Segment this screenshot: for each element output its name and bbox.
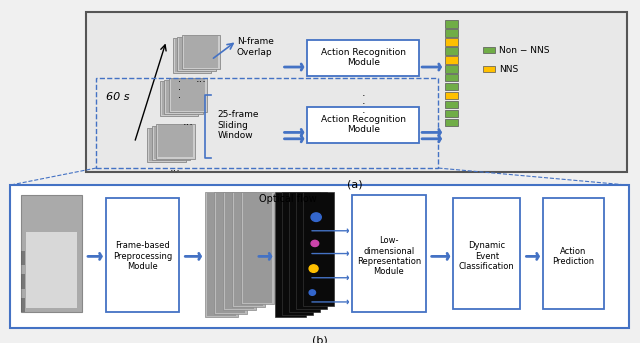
Bar	[307, 40, 419, 76]
Bar	[483, 47, 495, 53]
Bar	[166, 81, 201, 113]
Ellipse shape	[311, 213, 321, 222]
Bar	[445, 109, 458, 117]
Bar	[241, 192, 274, 304]
Bar	[445, 100, 458, 108]
Bar	[26, 232, 77, 308]
Text: 25-frame
Sliding
Window: 25-frame Sliding Window	[218, 110, 259, 140]
Bar	[483, 66, 495, 72]
Bar	[21, 274, 25, 289]
Bar	[307, 107, 419, 143]
Text: ...: ...	[196, 74, 206, 84]
Bar	[445, 83, 458, 90]
Text: Action Recognition
Module: Action Recognition Module	[321, 115, 406, 134]
Bar	[86, 12, 627, 171]
Bar	[162, 82, 196, 115]
Bar	[445, 118, 458, 126]
Bar	[216, 193, 245, 313]
Bar	[207, 193, 236, 316]
Bar	[445, 38, 458, 46]
Bar	[289, 192, 320, 312]
Text: Low-
dimensional
Representation
Module: Low- dimensional Representation Module	[356, 236, 421, 276]
Text: ...: ...	[183, 117, 193, 127]
Text: ...: ...	[170, 163, 180, 173]
Ellipse shape	[309, 265, 318, 272]
Text: N-frame
Overlap: N-frame Overlap	[237, 37, 274, 57]
Text: 60 s: 60 s	[106, 92, 129, 102]
Bar	[275, 192, 306, 317]
Text: .
.
.: . . .	[178, 73, 180, 100]
Bar	[445, 47, 458, 55]
Bar	[445, 65, 458, 72]
Bar	[303, 192, 334, 306]
Bar	[232, 192, 265, 307]
Bar	[445, 74, 458, 81]
Bar	[445, 56, 458, 63]
Bar	[158, 125, 193, 157]
Bar	[243, 193, 272, 303]
Bar	[445, 21, 458, 28]
Text: Action Recognition
Module: Action Recognition Module	[321, 48, 406, 68]
Bar	[177, 37, 216, 71]
Text: NNS: NNS	[499, 65, 518, 74]
Bar	[214, 192, 247, 314]
Bar	[352, 196, 426, 312]
Bar	[543, 198, 604, 309]
Bar	[152, 126, 190, 160]
Bar	[154, 127, 188, 159]
Bar	[96, 78, 438, 168]
Bar	[171, 79, 205, 111]
Bar	[10, 185, 629, 328]
Bar	[445, 92, 458, 99]
Ellipse shape	[311, 240, 319, 247]
Bar	[223, 192, 256, 310]
Bar	[173, 38, 211, 73]
Bar	[147, 128, 186, 162]
Bar	[184, 36, 218, 68]
Bar	[149, 129, 184, 161]
Bar	[179, 38, 214, 70]
Ellipse shape	[309, 290, 316, 295]
Text: Action
Prediction: Action Prediction	[552, 247, 594, 266]
Bar	[182, 35, 220, 69]
Bar	[175, 39, 209, 72]
Bar	[453, 198, 520, 309]
Bar	[21, 196, 82, 312]
Bar	[225, 193, 254, 309]
Text: Frame-based
Preprocessing
Module: Frame-based Preprocessing Module	[113, 241, 172, 271]
Text: Optical flow: Optical flow	[259, 194, 317, 204]
Text: .
.
.: . . .	[362, 88, 365, 115]
Bar	[234, 193, 263, 306]
Bar	[160, 81, 198, 116]
Text: (b): (b)	[312, 335, 328, 343]
Bar	[106, 198, 179, 312]
Bar	[164, 80, 203, 114]
Text: (a): (a)	[348, 179, 363, 189]
Text: Non − NNS: Non − NNS	[499, 46, 550, 55]
Text: Dynamic
Event
Classification: Dynamic Event Classification	[459, 241, 515, 271]
Bar	[296, 192, 327, 309]
Bar	[156, 124, 195, 158]
Bar	[21, 297, 25, 312]
Bar	[169, 78, 207, 112]
Bar	[445, 29, 458, 37]
Bar	[205, 192, 238, 317]
Bar	[21, 251, 25, 265]
Bar	[282, 192, 313, 315]
